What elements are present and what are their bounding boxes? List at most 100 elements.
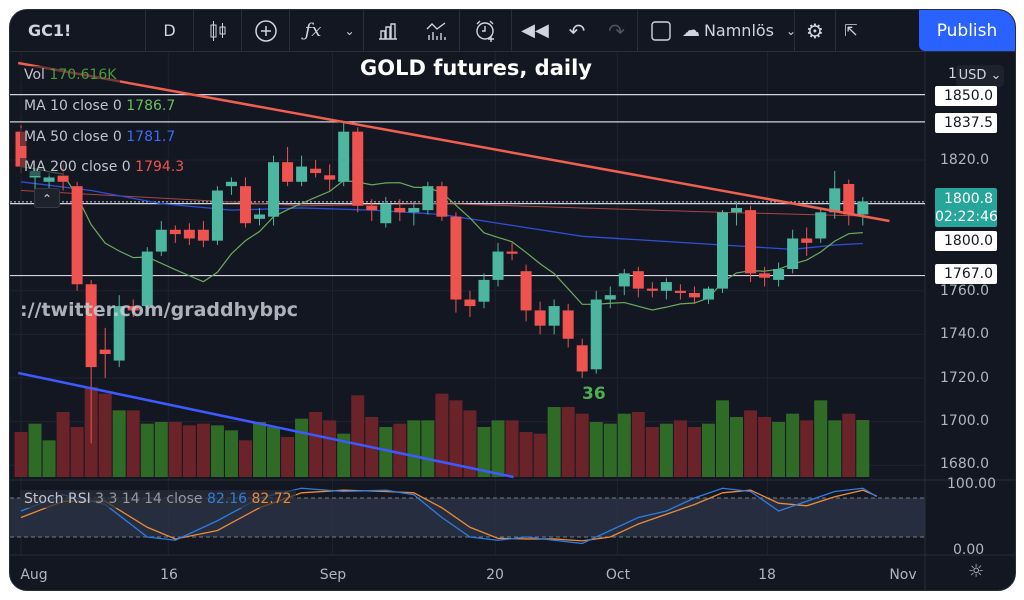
volume-bar	[421, 420, 435, 477]
volume-bar	[687, 427, 701, 477]
price-axis-label: 1720.0	[940, 370, 989, 386]
volume-bar	[140, 423, 154, 477]
candle-down	[759, 273, 771, 278]
indicators-fx-icon[interactable]: ƒx	[304, 20, 322, 41]
legend-ma50[interactable]: MA 50 close 0 1781.7	[20, 128, 180, 146]
square-icon[interactable]	[638, 10, 684, 52]
add-compare-icon[interactable]	[242, 10, 290, 52]
volume-bar	[295, 418, 309, 477]
interval-button[interactable]: D	[146, 10, 194, 52]
candle-up	[254, 214, 266, 219]
candle-up	[478, 279, 490, 302]
volume-bar	[267, 427, 281, 477]
candle-down	[310, 168, 322, 174]
candle-up	[338, 131, 350, 182]
stoch-k-line	[20, 487, 878, 545]
volume-bar	[659, 423, 673, 477]
candle-down	[394, 207, 406, 213]
chart-settings-gear-icon[interactable]: ☼	[968, 561, 985, 582]
volume-bar	[253, 422, 267, 477]
chevron-down-icon[interactable]: ⌄	[336, 10, 364, 52]
price-level-1850[interactable]: 1850.0	[935, 86, 997, 106]
legend-value: 1794.3	[135, 159, 185, 175]
candle-down	[520, 271, 532, 311]
replay-icon[interactable]: ◀◀	[521, 20, 549, 41]
legend-stoch-rsi[interactable]: Stoch RSI 3 3 14 14 close 82.16 82.72	[20, 490, 296, 508]
symbol-search-button[interactable]: GC1!	[10, 10, 146, 52]
legend-ma10[interactable]: MA 10 close 0 1786.7	[20, 97, 180, 115]
volume-bar	[351, 395, 365, 477]
candle-down	[450, 216, 462, 300]
volume-bar	[56, 412, 70, 477]
candle-down	[576, 345, 588, 372]
candle-down	[169, 229, 181, 235]
volume-bar	[168, 422, 182, 477]
candle-down	[197, 229, 209, 241]
candle-down	[57, 175, 69, 182]
watermark: ://twitter.com/graddhybpc	[20, 299, 298, 321]
bar-chart-icon[interactable]	[364, 10, 412, 52]
cloud-icon: ☁	[681, 20, 700, 41]
candle-down	[632, 271, 644, 289]
publish-button[interactable]: Publish	[919, 10, 1015, 51]
bar-countdown: 02:22:46	[935, 209, 998, 225]
price-axis-label: 1680.0	[940, 456, 989, 472]
volume-bar	[98, 393, 112, 477]
volume-bar	[645, 427, 659, 477]
stoch-axis-bottom: 0.00	[953, 542, 985, 558]
candle-down	[85, 284, 97, 368]
templates-icon[interactable]	[412, 10, 460, 52]
redo-icon[interactable]: ↷	[596, 10, 638, 52]
legend-value-d: 82.72	[251, 491, 292, 507]
candle-down	[352, 131, 364, 206]
volume-bar	[758, 417, 772, 477]
price-level-1837[interactable]: 1837.5	[935, 113, 997, 133]
candle-down	[71, 186, 83, 285]
gear-icon[interactable]: ⚙	[794, 10, 836, 52]
price-level-1800[interactable]: 1800.0	[935, 231, 997, 251]
fullscreen-icon[interactable]: ⇱	[844, 21, 858, 40]
alert-icon[interactable]	[460, 10, 512, 52]
volume-bar	[603, 423, 617, 477]
candle-up	[590, 299, 602, 370]
undo-icon[interactable]: ↶	[568, 18, 586, 43]
volume-bar	[70, 427, 84, 477]
candles-icon[interactable]	[194, 10, 242, 52]
last-price-box: 1800.8 02:22:46	[935, 188, 998, 227]
time-axis-label: Aug	[20, 567, 48, 583]
volume-bar	[210, 425, 224, 477]
volume-bar	[673, 420, 687, 477]
volume-bar	[701, 423, 715, 477]
volume-bar	[224, 430, 238, 477]
currency-selector[interactable]: USD ⌄	[956, 65, 1004, 87]
chart-canvas[interactable]	[10, 10, 1016, 591]
candle-down	[534, 310, 546, 326]
volume-bar	[617, 413, 631, 477]
legend-label: MA 50 close 0	[24, 129, 122, 145]
legend-value: 1781.7	[126, 129, 176, 145]
candle-up	[155, 229, 167, 252]
collapse-legend-button[interactable]: ⌃	[34, 188, 60, 208]
legend-value: 1786.7	[126, 98, 176, 114]
candle-down	[99, 349, 111, 355]
price-level-1767[interactable]: 1767.0	[935, 264, 997, 284]
volume-bar	[814, 400, 828, 477]
last-price: 1800.8	[944, 191, 993, 207]
candle-up	[604, 295, 616, 300]
volume-bar	[28, 423, 42, 477]
volume-bar	[575, 413, 589, 477]
volume-bar	[379, 427, 393, 477]
candle-down	[239, 186, 251, 224]
legend-volume[interactable]: Vol 170.616K	[20, 66, 121, 84]
candle-down	[674, 290, 686, 293]
layout-name-button[interactable]: ☁ Namnlös ⌄	[681, 10, 796, 52]
candle-up	[857, 201, 869, 215]
legend-ma200[interactable]: MA 200 close 0 1794.3	[20, 158, 189, 176]
candle-down	[506, 251, 518, 254]
legend-value: 170.616K	[49, 67, 117, 83]
candle-up	[141, 251, 153, 307]
candle-down	[366, 205, 378, 211]
candle-down	[688, 292, 700, 298]
candle-up	[380, 203, 392, 224]
volume-bar	[547, 407, 561, 477]
